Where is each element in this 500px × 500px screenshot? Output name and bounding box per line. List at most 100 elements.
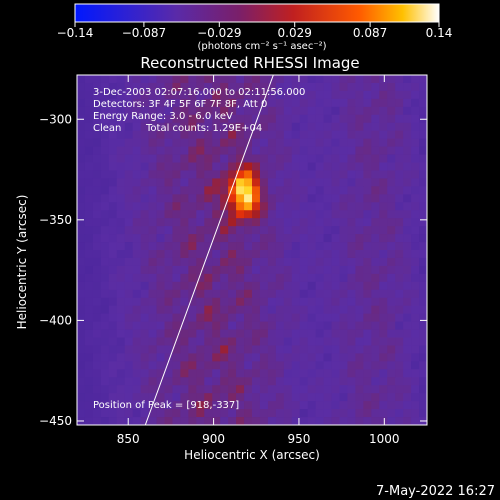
heatmap-cell [212,218,221,227]
heatmap-cell [395,393,404,402]
heatmap-cell [283,297,293,307]
heatmap-cell [77,409,86,418]
heatmap-cell [84,218,94,227]
heatmap-cell [331,242,340,251]
heatmap-cell [84,353,94,362]
heatmap-cell [108,281,118,291]
heatmap-cell [331,170,340,179]
heatmap-cell [148,321,157,330]
heatmap-cell [188,329,197,338]
heatmap-cell [228,186,237,195]
heatmap-cell [411,417,420,425]
heatmap-cell [196,98,205,108]
heatmap-cell [387,242,396,251]
heatmap-cell [92,242,102,251]
heatmap-cell [180,146,189,155]
heatmap-cell [371,273,380,283]
heatmap-cell [291,75,301,84]
heatmap-cell [172,377,181,386]
heatmap-cell [84,297,94,307]
heatmap-cell [275,393,285,402]
heatmap-cell [403,265,412,275]
heatmap-cell [283,186,293,195]
heatmap-cell [140,75,149,84]
heatmap-cell [188,242,197,251]
heatmap-cell [180,345,189,354]
heatmap-cell [108,178,118,187]
heatmap-cell [387,75,396,84]
heatmap-cell [275,305,285,315]
heatmap-cell [331,130,340,140]
heatmap-cell [347,250,356,259]
heatmap-cell [315,202,324,211]
heatmap-cell [347,297,356,307]
heatmap-cell [132,194,142,203]
colorbar-tick-label: 0.029 [278,26,312,40]
heatmap-cell [100,210,110,219]
heatmap-cell [307,297,317,307]
heatmap-cell [379,146,388,155]
heatmap-cell [220,154,229,163]
heatmap-cell [283,98,293,108]
heatmap-cell [283,210,293,219]
heatmap-cell [140,385,149,394]
heatmap-cell [180,385,189,394]
heatmap-cell [212,250,221,259]
heatmap-cell [84,329,94,338]
heatmap-cell [315,393,324,402]
heatmap-cell [244,353,253,362]
heatmap-cell [236,377,245,386]
heatmap-cell [275,75,285,84]
heatmap-cell [403,337,412,346]
heatmap-cell [164,345,173,354]
heatmap-cell [363,305,372,315]
heatmap-cell [84,361,94,370]
heatmap-cell [228,75,237,84]
heatmap-cell [339,257,348,267]
heatmap-cell [307,313,317,322]
heatmap-cell [100,106,110,116]
heatmap-cell [387,146,396,155]
heatmap-cell [212,401,221,410]
heatmap-cell [267,377,277,386]
heatmap-cell [204,234,213,243]
heatmap-cell [132,130,142,140]
heatmap-cell [108,162,118,171]
heatmap-cell [140,265,149,275]
heatmap-cell [299,289,309,299]
heatmap-cell [283,321,293,330]
heatmap-cell [411,210,420,219]
heatmap-cell [267,313,277,322]
heatmap-cell [100,178,110,187]
heatmap-cell [355,409,364,418]
heatmap-cell [299,337,309,346]
heatmap-cell [283,146,293,155]
heatmap-cell [188,154,197,163]
heatmap-cell [172,313,181,322]
heatmap-cell [228,90,237,100]
heatmap-cell [116,345,126,354]
heatmap-cell [116,417,126,425]
heatmap-cell [252,226,261,235]
heatmap-cell [164,329,173,338]
heatmap-cell [395,186,404,195]
heatmap-cell [84,409,94,418]
heatmap-cell [77,377,86,386]
heatmap-cell [124,353,134,362]
heatmap-cell [100,146,110,155]
heatmap-cell [180,369,189,378]
heatmap-cell [84,377,94,386]
heatmap-cell [355,305,364,315]
heatmap-cell [100,289,110,299]
heatmap-cell [283,257,293,267]
heatmap-cell [100,353,110,362]
heatmap-cell [371,170,380,179]
heatmap-cell [419,162,427,171]
heatmap-cell [299,210,309,219]
heatmap-cell [339,170,348,179]
heatmap-cell [387,417,396,425]
heatmap-cell [387,170,396,179]
heatmap-cell [299,321,309,330]
heatmap-cell [116,226,126,235]
heatmap-cell [132,313,142,322]
